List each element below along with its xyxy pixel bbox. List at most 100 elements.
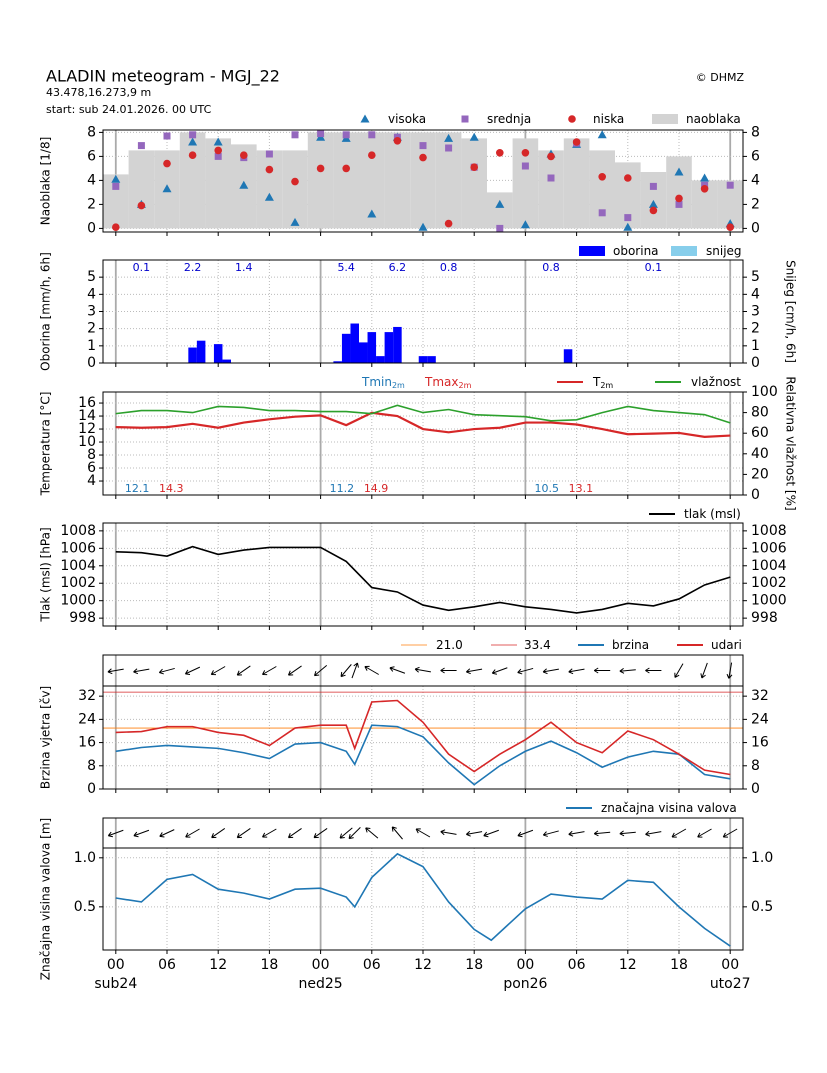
triangle-marker (367, 209, 377, 218)
direction-arrow (619, 830, 636, 837)
legend-label: oborina (613, 244, 659, 258)
series-line (115, 852, 731, 947)
legend-label: brzina (612, 638, 649, 652)
triangle-marker (623, 222, 633, 231)
circle-marker (496, 149, 504, 157)
circle-marker (214, 146, 222, 155)
series-line (115, 545, 731, 614)
y-tick-label-right: 32 (751, 688, 769, 704)
y2-tick-label: 4 (751, 286, 760, 302)
legend-label: T2m (592, 375, 613, 390)
triangle-marker (444, 133, 454, 142)
direction-arrow (262, 666, 277, 676)
direction-arrow (700, 662, 708, 679)
direction-arrow (517, 829, 534, 838)
x-tick-label: 00 (721, 957, 739, 973)
title: ALADIN meteogram - MGJ_22 (46, 67, 280, 87)
circle-marker (316, 164, 325, 173)
triangle-marker (495, 199, 505, 208)
y-tick-label: 1.0 (74, 850, 96, 866)
legend-label: niska (593, 112, 624, 126)
x-tick-label: 00 (312, 957, 330, 973)
precip-bar (213, 344, 223, 363)
circle-marker (470, 163, 479, 171)
direction-arrow (440, 829, 457, 836)
y-tick-label: 4 (87, 286, 96, 302)
circle-marker (547, 152, 555, 161)
circle-marker (291, 177, 299, 186)
extreme-label: Tmin2m (361, 375, 405, 390)
y-tick-label-right: 8 (751, 124, 760, 140)
label-subscript: 2m (458, 381, 471, 390)
y-tick-label-right: 998 (751, 610, 778, 626)
direction-arrow (517, 667, 534, 675)
y-tick-label: 0 (87, 781, 96, 797)
x-tick-label: 18 (260, 957, 278, 973)
direction-arrow (568, 668, 585, 675)
triangle-marker (520, 220, 530, 229)
cloud-bar (589, 150, 615, 229)
direction-arrow (339, 827, 353, 839)
circle-marker (240, 151, 248, 159)
y2-tick-label: 0 (751, 355, 760, 371)
plot-frame (102, 522, 744, 627)
precip-bar (341, 333, 351, 363)
precip-bar (427, 356, 436, 363)
cloud-bar (538, 150, 564, 229)
square-marker (214, 152, 222, 160)
precip-total: 0.8 (440, 261, 458, 274)
direction-arrow (483, 829, 499, 838)
y-tick-label: 0 (87, 355, 96, 371)
square-marker (137, 142, 145, 150)
circle-marker (521, 149, 530, 157)
precip-total: 0.1 (645, 261, 663, 274)
y-tick-label-right: 1004 (751, 558, 787, 574)
square-marker (317, 130, 325, 138)
cloud-bar (307, 132, 334, 229)
y-tick-label: 1 (87, 338, 96, 354)
square-marker (291, 131, 299, 139)
square-marker (265, 150, 273, 158)
precip-bar (222, 359, 231, 363)
square-marker (547, 174, 555, 182)
legend-label: vlažnost (691, 375, 741, 389)
circle-marker (568, 115, 576, 123)
direction-arrow (340, 664, 352, 678)
cloud-bar (282, 150, 308, 229)
square-marker (189, 131, 197, 139)
direction-arrow (287, 828, 302, 839)
cloud-bar (384, 132, 411, 229)
direction-arrow (159, 829, 175, 838)
y-tick-label: 8 (87, 124, 96, 140)
direction-arrow (351, 662, 359, 679)
legend-text: 33.4 (524, 638, 551, 652)
precip-bar (367, 332, 377, 363)
square-marker (342, 131, 350, 139)
legend-label: naoblaka (686, 112, 741, 126)
circle-marker (649, 206, 658, 215)
precip-bar (418, 356, 428, 363)
circle-marker (444, 219, 453, 228)
direction-arrow (440, 667, 457, 674)
cloud-bar (128, 150, 155, 229)
y-tick-label: 6 (87, 148, 96, 164)
triangle-marker (418, 222, 428, 231)
legend-swatch (579, 246, 605, 256)
precip-total: 6.2 (389, 261, 407, 274)
circle-marker (265, 165, 274, 174)
x-tick-label: 12 (619, 957, 637, 973)
circle-marker (624, 174, 632, 182)
square-marker (521, 162, 529, 170)
y-tick-label-right: 2 (751, 196, 760, 212)
y-tick-label: 2 (87, 196, 96, 212)
direction-arrow (107, 668, 124, 675)
legend-label: visoka (388, 112, 426, 126)
plot-frame (102, 259, 744, 364)
plot-frame (102, 685, 744, 790)
circle-marker (342, 164, 351, 173)
x-tick-label: 18 (670, 957, 688, 973)
circle-marker (112, 223, 120, 231)
daily-tmax: 14.9 (364, 482, 389, 495)
direction-arrow (262, 828, 277, 838)
direction-arrow (465, 830, 483, 837)
